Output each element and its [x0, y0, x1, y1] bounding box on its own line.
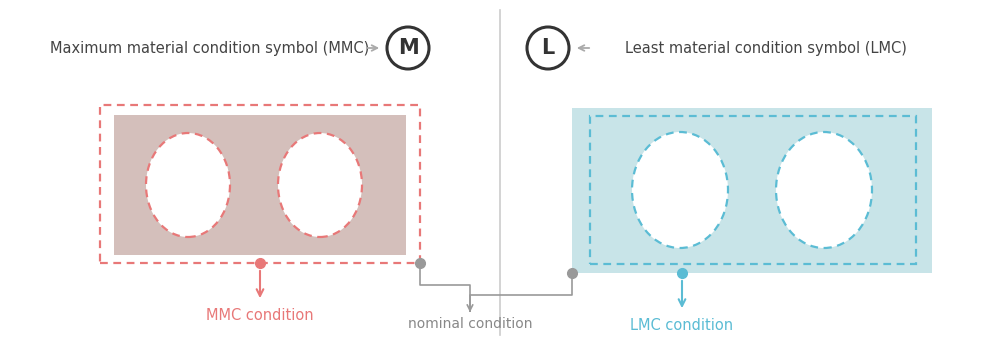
Ellipse shape — [146, 133, 230, 237]
Ellipse shape — [278, 133, 362, 237]
Ellipse shape — [632, 132, 728, 248]
Bar — [572, 108, 932, 273]
Circle shape — [387, 27, 429, 69]
Bar — [114, 115, 406, 255]
Text: Least material condition symbol (LMC): Least material condition symbol (LMC) — [625, 40, 907, 56]
Text: M: M — [398, 38, 418, 58]
Circle shape — [527, 27, 569, 69]
Text: LMC condition: LMC condition — [630, 317, 734, 333]
Text: nominal condition: nominal condition — [408, 317, 532, 331]
Bar — [100, 105, 420, 263]
Ellipse shape — [776, 132, 872, 248]
Bar — [590, 116, 916, 264]
Text: L: L — [541, 38, 555, 58]
Text: Maximum material condition symbol (MMC): Maximum material condition symbol (MMC) — [50, 40, 369, 56]
Text: MMC condition: MMC condition — [206, 307, 314, 323]
